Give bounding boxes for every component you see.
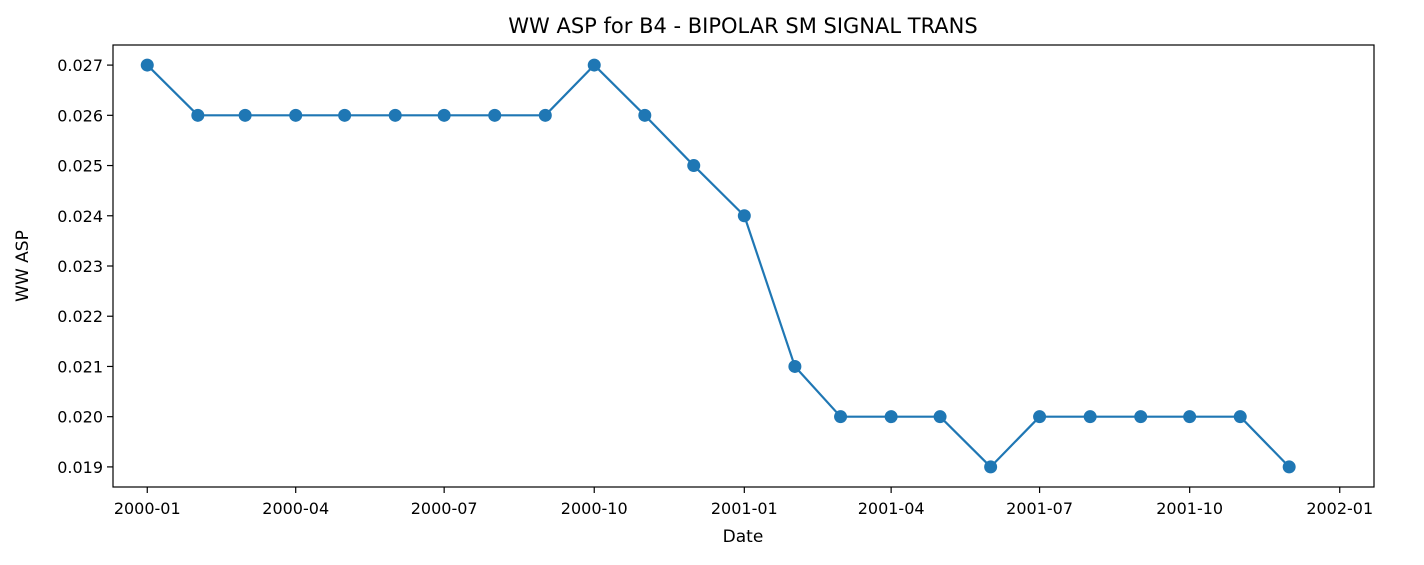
- x-tick-label: 2002-01: [1306, 499, 1373, 518]
- y-tick-label: 0.023: [57, 257, 103, 276]
- data-point: [1134, 410, 1148, 424]
- data-point: [191, 108, 205, 122]
- data-point: [289, 108, 303, 122]
- x-tick-label: 2001-04: [858, 499, 925, 518]
- y-tick-label: 0.024: [57, 207, 103, 226]
- x-tick-label: 2000-07: [411, 499, 478, 518]
- data-point: [638, 108, 652, 122]
- data-point: [388, 108, 402, 122]
- x-axis-label: Date: [723, 527, 764, 547]
- data-point: [687, 159, 701, 173]
- data-point: [338, 108, 352, 122]
- data-point: [1233, 410, 1247, 424]
- x-tick-label: 2000-04: [262, 499, 329, 518]
- data-point: [1083, 410, 1097, 424]
- data-point: [737, 209, 751, 223]
- y-tick-label: 0.021: [57, 357, 103, 376]
- plot-series: [140, 58, 1296, 474]
- plot-frame: [112, 44, 1375, 488]
- data-point: [1033, 410, 1047, 424]
- series-line: [146, 63, 1291, 469]
- x-tick-label: 2000-10: [561, 499, 628, 518]
- data-point: [1183, 410, 1197, 424]
- y-tick-label: 0.027: [57, 56, 103, 75]
- data-point: [1282, 460, 1296, 474]
- x-axis-ticks: 2000-01 2000-04 2000-07 2000-10 2001-01 2001-…: [114, 487, 1373, 518]
- data-point: [238, 108, 252, 122]
- data-point: [587, 58, 601, 72]
- chart-title: WW ASP for B4 - BIPOLAR SM SIGNAL TRANS: [508, 14, 977, 38]
- data-point: [788, 359, 802, 373]
- x-tick-label: 2001-01: [711, 499, 778, 518]
- x-tick-label: 2001-07: [1006, 499, 1073, 518]
- data-point: [884, 410, 898, 424]
- data-point: [488, 108, 502, 122]
- data-point: [984, 460, 998, 474]
- x-tick-label: 2000-01: [114, 499, 181, 518]
- data-point: [538, 108, 552, 122]
- y-axis-ticks: 0.019 0.020 0.021 0.022 0.023 0.024 0.025 0.026…: [57, 56, 113, 477]
- y-tick-label: 0.025: [57, 157, 103, 176]
- data-point: [437, 108, 451, 122]
- y-tick-label: 0.019: [57, 458, 103, 477]
- data-point: [933, 410, 947, 424]
- data-point: [140, 58, 154, 72]
- x-tick-label: 2001-10: [1156, 499, 1223, 518]
- y-axis-label: WW ASP: [13, 230, 33, 302]
- data-point: [834, 410, 848, 424]
- y-tick-label: 0.022: [57, 307, 103, 326]
- y-tick-label: 0.020: [57, 408, 103, 427]
- y-tick-label: 0.026: [57, 106, 103, 125]
